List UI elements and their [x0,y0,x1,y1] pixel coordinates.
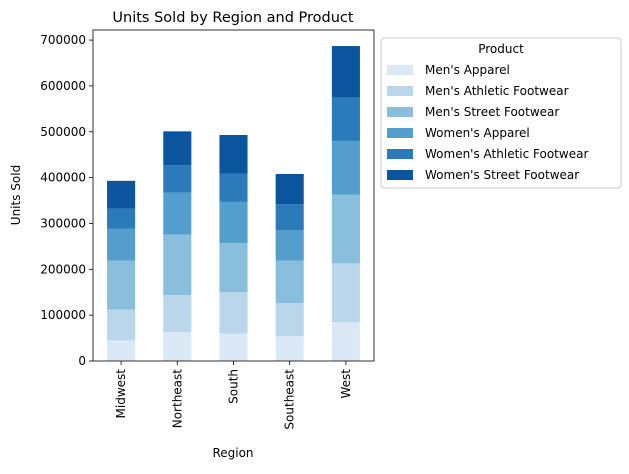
y-tick-label: 700000 [40,33,86,47]
bar-segment [219,243,248,293]
bar-segment [163,234,192,295]
bar-segment [219,292,248,334]
chart-title: Units Sold by Region and Product [112,10,353,26]
x-tick-label: Southeast [283,369,297,430]
bar-segment [275,260,304,304]
bar-segment [219,333,248,361]
y-tick-label: 300000 [40,216,86,230]
legend: Product Men's Apparel Men's Athletic Footw… [380,37,622,189]
y-tick-label: 200000 [40,262,86,276]
bars-layer [107,46,360,361]
y-axis-label: Units Sold [9,165,23,225]
bar-segment [107,208,136,229]
bar-segment [107,309,136,341]
legend-swatch [387,170,413,180]
bar-segment [275,303,304,337]
bar-segment [331,194,360,264]
legend-title: Product [478,42,524,56]
bar-segment [331,97,360,141]
x-tick-label: West [339,369,353,399]
bar-segment [331,46,360,98]
x-tick-label: Northeast [170,369,184,429]
bar-segment [107,340,136,361]
legend-label: Men's Athletic Footwear [425,84,569,98]
bar-segment [107,260,136,310]
bar-segment [163,131,192,166]
bar-segment [107,228,136,261]
bar-segment [107,180,136,209]
legend-swatch [387,65,413,75]
bar-segment [163,192,192,235]
bar-segment [275,336,304,361]
bar-segment [163,332,192,361]
x-tick-label: Midwest [114,369,128,419]
x-tick-label: South [227,369,241,404]
legend-label: Women's Athletic Footwear [425,147,588,161]
bar-segment [275,230,304,261]
legend-label: Women's Apparel [425,126,530,140]
bar-segment [275,173,304,205]
bar-segment [219,173,248,202]
plot-frame [92,29,375,362]
legend-swatch [387,128,413,138]
bar-segment [163,165,192,193]
legend-swatch [387,107,413,117]
bar-segment [219,134,248,174]
bar-segment [163,294,192,333]
x-axis-label: Region [212,446,253,460]
legend-label: Women's Street Footwear [425,168,579,182]
legend-label: Men's Apparel [425,63,510,77]
legend-swatch [387,149,413,159]
y-tick-label: 500000 [40,125,86,139]
bar-segment [331,322,360,361]
bar-segment [331,140,360,195]
bar-segment [275,204,304,231]
y-tick-label: 600000 [40,79,86,93]
bar-segment [219,201,248,244]
y-tick-label: 400000 [40,171,86,185]
axes-layer: Midwest Northeast South Southeast West 0 10000… [40,29,375,430]
y-tick-label: 100000 [40,308,86,322]
legend-box [380,37,622,189]
bar-segment [331,263,360,323]
y-tick-label: 0 [78,354,86,368]
legend-swatch [387,86,413,96]
legend-label: Men's Street Footwear [425,105,559,119]
